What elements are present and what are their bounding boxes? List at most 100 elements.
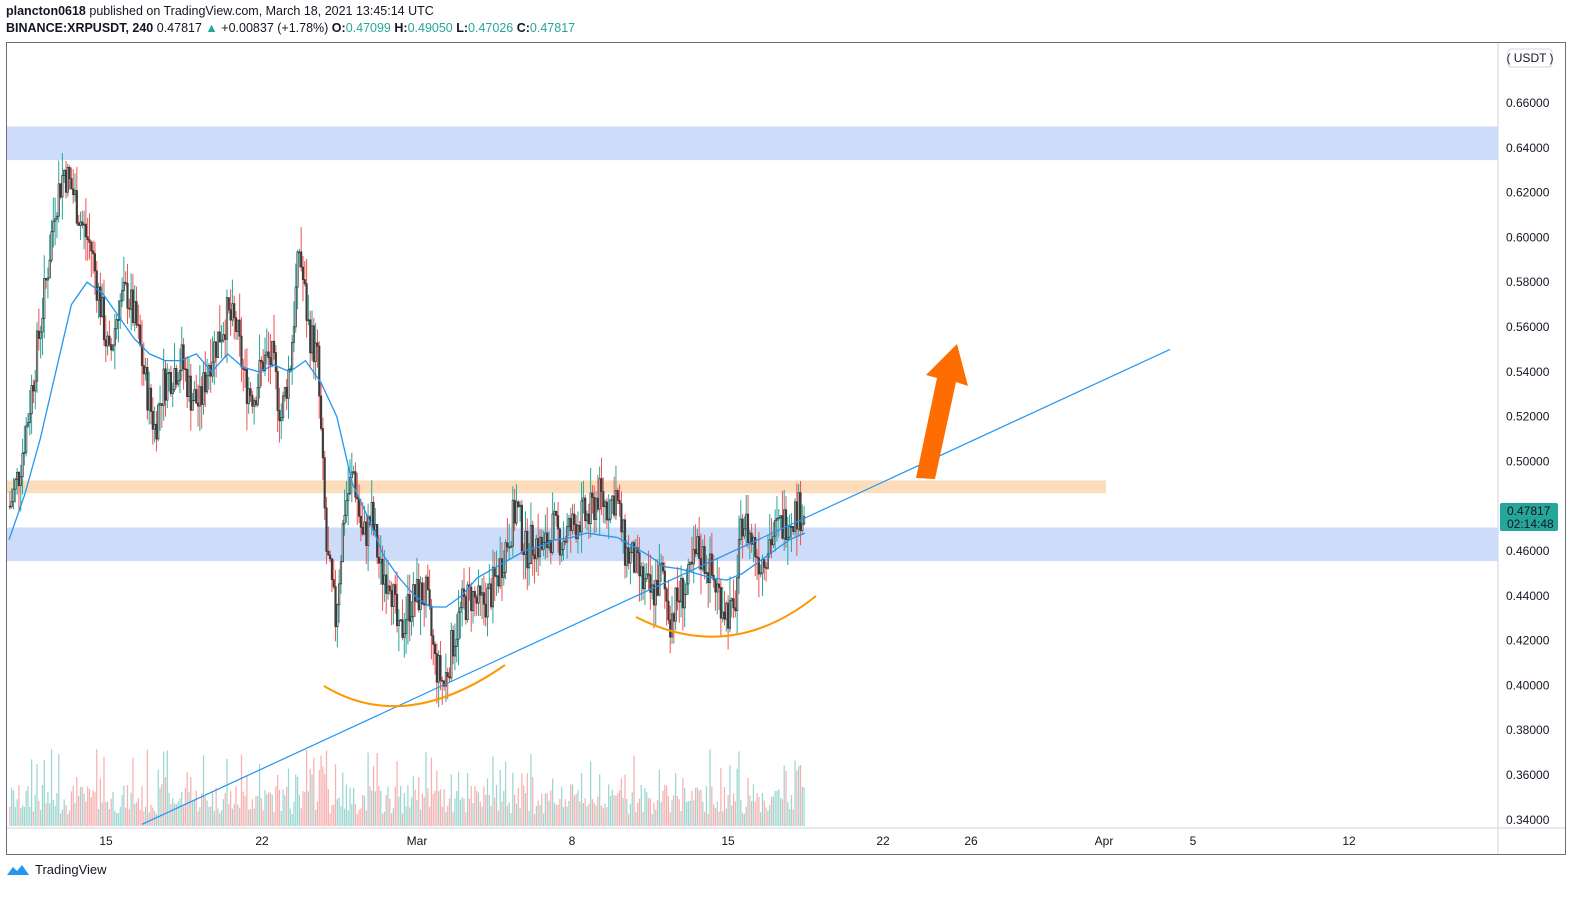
candle-body[interactable] <box>338 583 341 606</box>
candle-body[interactable] <box>339 561 343 585</box>
moving-average-line[interactable] <box>8 281 806 608</box>
candle-body[interactable] <box>775 517 779 521</box>
candle-body[interactable] <box>354 471 357 498</box>
zone-resistance-0[interactable] <box>7 126 1498 161</box>
candle-body[interactable] <box>558 528 561 556</box>
candle-body[interactable] <box>457 611 460 640</box>
candle-body[interactable] <box>652 584 656 606</box>
candle-body[interactable] <box>399 619 402 622</box>
candle-body[interactable] <box>777 517 780 520</box>
candle-body[interactable] <box>432 635 435 645</box>
candle-body[interactable] <box>499 558 502 587</box>
candle-body[interactable] <box>200 386 203 405</box>
candle-body[interactable] <box>122 281 125 292</box>
candle-body[interactable] <box>395 594 399 627</box>
candle-body[interactable] <box>133 301 136 323</box>
candle-body[interactable] <box>566 526 569 543</box>
candle-body[interactable] <box>298 251 301 254</box>
candle-body[interactable] <box>151 410 154 430</box>
candle-body[interactable] <box>139 324 142 346</box>
candle-body[interactable] <box>792 526 795 532</box>
candle-body[interactable] <box>220 339 223 343</box>
candle-body[interactable] <box>222 334 225 341</box>
candle-body[interactable] <box>330 558 334 580</box>
candle-body[interactable] <box>676 587 679 602</box>
candle-body[interactable] <box>692 549 695 565</box>
candle-body[interactable] <box>341 523 344 563</box>
candle-body[interactable] <box>631 542 634 553</box>
candle-body[interactable] <box>356 496 359 500</box>
candle-body[interactable] <box>520 504 523 552</box>
candle-body[interactable] <box>25 425 28 453</box>
candle-body[interactable] <box>332 579 335 588</box>
candle-body[interactable] <box>274 352 277 372</box>
candle-body[interactable] <box>656 579 659 596</box>
candle-body[interactable] <box>759 572 762 575</box>
candle-body[interactable] <box>508 546 511 549</box>
candle-body[interactable] <box>43 278 46 319</box>
candle-body[interactable] <box>502 572 505 578</box>
candle-body[interactable] <box>254 400 258 406</box>
candle-body[interactable] <box>739 518 742 541</box>
candle-body[interactable] <box>632 542 636 573</box>
candle-body[interactable] <box>202 372 205 405</box>
candle-body[interactable] <box>229 309 232 321</box>
candle-body[interactable] <box>681 578 684 609</box>
candle-body[interactable] <box>672 613 675 622</box>
candle-body[interactable] <box>647 573 650 576</box>
candle-body[interactable] <box>81 221 84 226</box>
candle-body[interactable] <box>587 513 590 525</box>
candle-body[interactable] <box>604 501 607 508</box>
candle-body[interactable] <box>278 410 281 422</box>
candle-body[interactable] <box>488 583 491 589</box>
candle-body[interactable] <box>359 515 362 528</box>
candle-body[interactable] <box>605 501 608 521</box>
candle-body[interactable] <box>126 283 129 309</box>
candle-body[interactable] <box>455 638 458 647</box>
candle-body[interactable] <box>168 372 171 374</box>
candle-body[interactable] <box>46 277 49 281</box>
candle-body[interactable] <box>55 215 59 220</box>
candle-body[interactable] <box>529 524 533 565</box>
candle-body[interactable] <box>216 331 220 358</box>
candle-body[interactable] <box>305 283 308 321</box>
candle-body[interactable] <box>450 630 453 679</box>
candle-body[interactable] <box>198 386 201 407</box>
candle-body[interactable] <box>148 387 151 411</box>
candle-body[interactable] <box>415 579 419 602</box>
candle-body[interactable] <box>405 619 408 635</box>
candle-body[interactable] <box>788 526 791 538</box>
candle-body[interactable] <box>533 554 536 560</box>
candle-body[interactable] <box>645 573 648 580</box>
candle-body[interactable] <box>12 488 15 503</box>
candle-body[interactable] <box>551 513 554 554</box>
candle-body[interactable] <box>314 342 317 363</box>
candle-body[interactable] <box>701 546 704 570</box>
candle-body[interactable] <box>285 386 288 399</box>
candle-body[interactable] <box>433 643 437 655</box>
candle-body[interactable] <box>419 582 422 611</box>
candle-body[interactable] <box>685 583 688 595</box>
candle-body[interactable] <box>607 518 610 521</box>
candle-body[interactable] <box>187 375 191 398</box>
candle-body[interactable] <box>641 566 645 590</box>
candle-body[interactable] <box>325 507 328 552</box>
candle-body[interactable] <box>471 590 475 612</box>
candle-body[interactable] <box>224 334 227 340</box>
candle-body[interactable] <box>670 613 674 638</box>
candle-body[interactable] <box>215 341 218 358</box>
candle-body[interactable] <box>265 351 268 356</box>
candle-body[interactable] <box>350 471 353 478</box>
candle-body[interactable] <box>309 319 312 354</box>
candle-body[interactable] <box>287 369 290 399</box>
candle-body[interactable] <box>365 521 368 546</box>
candle-body[interactable] <box>153 423 156 430</box>
candle-body[interactable] <box>613 495 616 516</box>
candle-body[interactable] <box>37 330 40 339</box>
candle-body[interactable] <box>271 340 274 366</box>
candle-body[interactable] <box>772 535 775 546</box>
candle-body[interactable] <box>158 403 162 406</box>
candle-body[interactable] <box>63 170 66 176</box>
zone-resistance-1[interactable] <box>7 480 1106 494</box>
candle-body[interactable] <box>300 251 303 268</box>
